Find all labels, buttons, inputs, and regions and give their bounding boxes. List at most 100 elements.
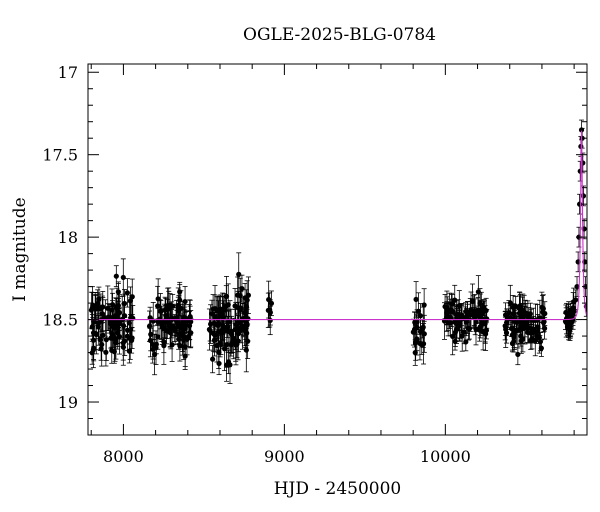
data-point bbox=[525, 324, 531, 331]
data-point bbox=[466, 326, 473, 332]
data-point bbox=[539, 304, 545, 310]
chart-title: OGLE-2025-BLG-0784 bbox=[243, 25, 436, 45]
y-axis-label: I magnitude bbox=[10, 197, 30, 301]
data-point bbox=[413, 296, 419, 303]
data-point bbox=[510, 304, 516, 311]
data-point bbox=[100, 332, 106, 338]
data-point bbox=[155, 303, 161, 309]
data-point bbox=[103, 337, 109, 343]
data-point bbox=[227, 362, 233, 368]
data-point bbox=[108, 335, 114, 341]
y-tick-label: 17 bbox=[58, 63, 78, 82]
data-point bbox=[473, 326, 479, 332]
data-point bbox=[507, 314, 513, 321]
data-point bbox=[233, 340, 239, 346]
data-point bbox=[98, 346, 104, 352]
data-point bbox=[216, 307, 222, 314]
x-tick-label: 9000 bbox=[264, 447, 305, 466]
data-point bbox=[411, 326, 418, 333]
data-point bbox=[121, 300, 128, 307]
data-point bbox=[482, 321, 488, 327]
data-point bbox=[151, 351, 158, 358]
data-point bbox=[184, 336, 190, 343]
data-point bbox=[208, 321, 214, 327]
data-point bbox=[239, 285, 245, 292]
data-point bbox=[515, 351, 521, 358]
y-tick-label: 18 bbox=[58, 228, 78, 247]
data-point bbox=[96, 296, 102, 302]
data-point bbox=[187, 330, 194, 336]
data-point bbox=[110, 302, 116, 308]
data-point bbox=[417, 313, 424, 319]
data-point bbox=[155, 296, 161, 302]
data-point bbox=[90, 337, 97, 343]
x-tick-label: 8000 bbox=[103, 447, 144, 466]
plot-clipped bbox=[88, 119, 587, 384]
data-point bbox=[412, 350, 418, 356]
data-point bbox=[120, 274, 126, 281]
data-point bbox=[126, 348, 132, 354]
data-point bbox=[177, 289, 183, 295]
data-point bbox=[478, 306, 484, 313]
data-point bbox=[166, 304, 172, 310]
data-point bbox=[114, 305, 120, 311]
data-point bbox=[520, 336, 526, 342]
axes: 8000 9000 10000 17 17.5 18 18.5 19 bbox=[42, 63, 588, 466]
data-point bbox=[235, 305, 241, 311]
data-point bbox=[420, 341, 427, 347]
data-point bbox=[90, 302, 96, 308]
data-point bbox=[452, 297, 458, 303]
data-point bbox=[93, 331, 99, 338]
y-tick-label: 19 bbox=[58, 393, 78, 412]
data-point bbox=[421, 302, 427, 308]
data-point bbox=[228, 342, 234, 348]
data-point bbox=[209, 311, 215, 317]
data-point bbox=[236, 271, 242, 277]
data-point bbox=[206, 326, 213, 333]
data-point bbox=[113, 273, 119, 279]
data-point bbox=[573, 297, 579, 303]
data-point bbox=[243, 347, 249, 353]
data-point bbox=[210, 356, 216, 362]
y-tick-label: 17.5 bbox=[42, 146, 78, 165]
data-point bbox=[475, 289, 481, 295]
data-point bbox=[527, 330, 534, 336]
data-point bbox=[542, 325, 548, 331]
data-point bbox=[447, 320, 453, 326]
data-point bbox=[114, 321, 121, 328]
model-line bbox=[88, 130, 587, 321]
data-point bbox=[459, 316, 465, 322]
data-point bbox=[146, 323, 153, 329]
data-point bbox=[103, 349, 109, 355]
plot-area bbox=[88, 119, 587, 384]
data-point bbox=[537, 339, 544, 345]
data-point bbox=[235, 292, 241, 298]
data-point bbox=[563, 316, 570, 322]
data-point bbox=[225, 302, 231, 308]
data-point bbox=[115, 289, 121, 295]
data-point bbox=[452, 329, 458, 335]
data-point bbox=[164, 316, 170, 322]
data-point bbox=[159, 322, 165, 329]
data-point bbox=[446, 308, 452, 314]
data-point bbox=[244, 297, 250, 303]
data-point bbox=[232, 326, 238, 333]
data-point bbox=[478, 316, 484, 322]
data-point bbox=[450, 333, 456, 339]
data-point bbox=[413, 340, 419, 346]
data-point bbox=[108, 321, 114, 327]
data-point bbox=[511, 330, 518, 336]
data-point bbox=[172, 328, 178, 334]
x-tick-label: 10000 bbox=[420, 447, 471, 466]
data-point bbox=[182, 326, 188, 332]
data-point bbox=[267, 309, 273, 316]
data-point bbox=[212, 305, 218, 312]
data-point bbox=[100, 311, 106, 317]
data-point bbox=[124, 290, 130, 296]
data-point bbox=[574, 284, 580, 290]
data-point bbox=[122, 338, 128, 344]
data-point bbox=[176, 324, 183, 330]
data-point bbox=[503, 326, 509, 332]
data-point bbox=[472, 314, 478, 320]
